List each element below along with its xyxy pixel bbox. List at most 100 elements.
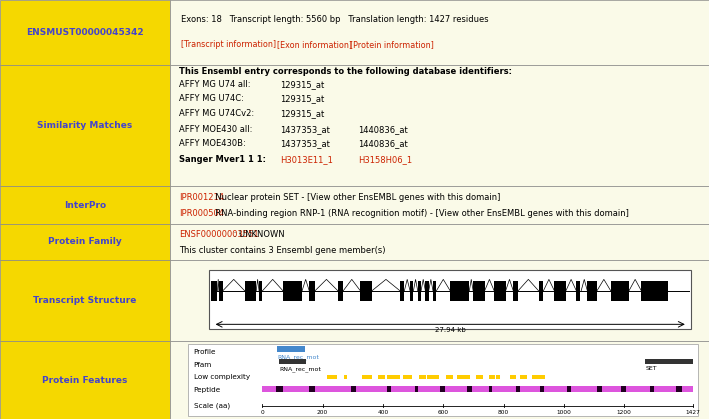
Text: SET: SET (645, 366, 657, 371)
Bar (309, 386, 315, 392)
Text: AFFY MG U74Cv2:: AFFY MG U74Cv2: (179, 109, 254, 118)
Text: [Transcript information]: [Transcript information] (181, 40, 276, 49)
Bar (415, 386, 418, 392)
Bar (170, 65, 709, 186)
Bar (587, 281, 597, 301)
Bar (479, 375, 483, 379)
Text: Similarity Matches: Similarity Matches (38, 121, 133, 130)
Bar (360, 281, 372, 301)
Text: This cluster contains 3 Ensembl gene member(s): This cluster contains 3 Ensembl gene mem… (179, 246, 385, 255)
Text: Transcript Structure: Transcript Structure (33, 296, 137, 305)
Bar (209, 270, 691, 329)
Text: IPR000504: IPR000504 (179, 209, 223, 218)
Bar (467, 386, 472, 392)
Bar (0, 341, 170, 419)
Bar (538, 375, 542, 379)
Text: Scale (aa): Scale (aa) (194, 403, 230, 409)
Bar (362, 375, 365, 379)
Text: 1437353_at: 1437353_at (280, 140, 330, 148)
Bar (489, 375, 492, 379)
Text: 0: 0 (260, 410, 264, 415)
Text: 1440836_at: 1440836_at (358, 125, 408, 134)
Bar (408, 375, 412, 379)
Bar (410, 281, 413, 301)
Bar (245, 281, 256, 301)
Bar (170, 0, 709, 65)
Bar (400, 281, 404, 301)
Bar (539, 281, 543, 301)
Text: AFFY MG U74C:: AFFY MG U74C: (179, 94, 244, 103)
Text: IPR001214: IPR001214 (179, 193, 223, 202)
Bar (388, 386, 391, 392)
Bar (430, 375, 433, 379)
Bar (379, 375, 382, 379)
Bar (0, 224, 170, 260)
Bar (422, 375, 426, 379)
Bar (541, 375, 545, 379)
Bar (170, 260, 709, 341)
Text: InterPro: InterPro (64, 201, 106, 210)
Bar (262, 386, 693, 392)
Text: 400: 400 (377, 410, 389, 415)
Bar (515, 386, 520, 392)
Bar (520, 375, 524, 379)
Text: 129315_at: 129315_at (280, 94, 324, 103)
Bar (0, 0, 170, 65)
Text: 1437353_at: 1437353_at (280, 125, 330, 134)
Bar (279, 360, 306, 365)
Bar (491, 375, 495, 379)
Bar (391, 375, 394, 379)
Bar (450, 375, 453, 379)
Text: Sanger Mver1 1 1:: Sanger Mver1 1 1: (179, 155, 266, 164)
Bar (276, 386, 284, 392)
Text: AFFY MOE430 all:: AFFY MOE430 all: (179, 125, 252, 134)
Bar (450, 281, 469, 301)
Bar (510, 375, 513, 379)
Text: Exons: 18   Transcript length: 5560 bp   Translation length: 1427 residues: Exons: 18 Transcript length: 5560 bp Tra… (181, 15, 489, 24)
Bar (0, 260, 170, 341)
Text: Protein Features: Protein Features (43, 376, 128, 385)
Bar (466, 375, 469, 379)
Bar (621, 386, 626, 392)
Bar (396, 375, 400, 379)
Bar (188, 344, 698, 416)
Text: [Protein information]: [Protein information] (350, 40, 434, 49)
Bar (351, 386, 356, 392)
Bar (309, 281, 315, 301)
Text: RNA_rec_mot: RNA_rec_mot (277, 354, 319, 360)
Bar (0, 186, 170, 224)
Bar (463, 375, 467, 379)
Bar (513, 375, 516, 379)
Text: Peptide: Peptide (194, 387, 220, 393)
Bar (676, 386, 681, 392)
Bar (489, 386, 491, 392)
Text: : UNKNOWN: : UNKNOWN (231, 230, 284, 239)
Text: ENSF00000003551: ENSF00000003551 (179, 230, 258, 239)
Bar (446, 375, 450, 379)
Bar (393, 375, 397, 379)
Bar (432, 375, 436, 379)
Text: Profile: Profile (194, 349, 216, 355)
Bar (494, 281, 506, 301)
Text: AFFY MOE430B:: AFFY MOE430B: (179, 140, 245, 148)
Bar (496, 375, 500, 379)
Text: H3158H06_1: H3158H06_1 (358, 155, 412, 164)
Bar (344, 375, 347, 379)
Text: This Ensembl entry corresponds to the following database identifiers:: This Ensembl entry corresponds to the fo… (179, 67, 512, 75)
Bar (259, 281, 262, 301)
Text: AFFY MG U74 all:: AFFY MG U74 all: (179, 80, 250, 89)
Bar (440, 386, 445, 392)
Bar (532, 375, 536, 379)
Bar (476, 375, 480, 379)
Bar (330, 375, 334, 379)
Bar (283, 281, 302, 301)
Bar (211, 281, 218, 301)
Bar (277, 346, 305, 352)
Bar (418, 281, 421, 301)
Bar (170, 224, 709, 260)
Text: 1440836_at: 1440836_at (358, 140, 408, 148)
Text: Protein Family: Protein Family (48, 238, 122, 246)
Text: RNA_rec_mot: RNA_rec_mot (279, 366, 320, 372)
Bar (433, 281, 436, 301)
Text: [Exon information]: [Exon information] (277, 40, 352, 49)
